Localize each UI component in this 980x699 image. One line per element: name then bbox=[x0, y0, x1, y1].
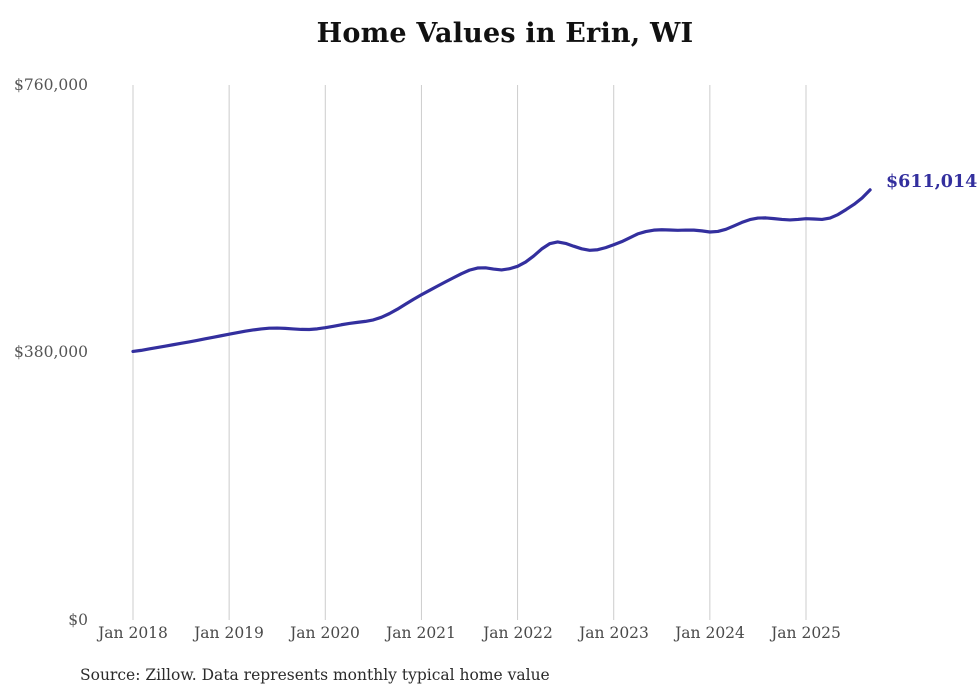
x-axis-tick-jan-2021: Jan 2021 bbox=[386, 624, 456, 642]
x-axis-tick-jan-2023: Jan 2023 bbox=[579, 624, 649, 642]
x-axis-tick-jan-2018: Jan 2018 bbox=[98, 624, 168, 642]
x-axis-tick-jan-2022: Jan 2022 bbox=[483, 624, 553, 642]
y-axis-tick-0: $0 bbox=[68, 611, 88, 629]
x-axis-tick-jan-2024: Jan 2024 bbox=[675, 624, 745, 642]
source-note: Source: Zillow. Data represents monthly … bbox=[80, 666, 550, 684]
y-axis-tick-760000: $760,000 bbox=[14, 76, 88, 94]
latest-value-label: $611,014 bbox=[886, 172, 978, 192]
chart-title: Home Values in Erin, WI bbox=[316, 18, 694, 49]
x-axis-tick-jan-2020: Jan 2020 bbox=[290, 624, 360, 642]
y-axis-tick-380000: $380,000 bbox=[14, 343, 88, 361]
home-value-line bbox=[131, 188, 872, 354]
x-axis-tick-jan-2019: Jan 2019 bbox=[194, 624, 264, 642]
x-axis-tick-jan-2025: Jan 2025 bbox=[771, 624, 841, 642]
